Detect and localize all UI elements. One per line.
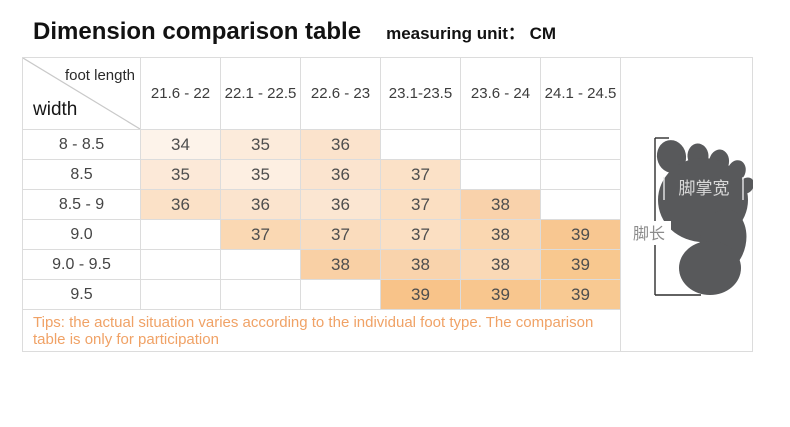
foot-diagram-cell: 脚掌宽 脚长 [621,58,753,351]
column-header: 23.1-23.5 [381,58,461,130]
size-cell: 36 [141,190,221,220]
empty-cell [221,280,301,310]
empty-cell [301,280,381,310]
column-header: 22.1 - 22.5 [221,58,301,130]
foot-length-bracket [654,137,701,296]
size-cell: 38 [461,220,541,250]
empty-cell [461,160,541,190]
row-label: 9.5 [23,280,141,310]
column-header: 22.6 - 23 [301,58,381,130]
empty-cell [141,280,221,310]
footprint-icon [656,140,753,295]
size-cell: 36 [301,130,381,160]
size-cell: 35 [221,130,301,160]
empty-cell [461,130,541,160]
size-cell: 38 [461,250,541,280]
size-cell: 38 [381,250,461,280]
size-cell: 39 [541,220,621,250]
size-table: foot length width [22,57,753,352]
measuring-unit-label: measuring unit： CM [386,24,557,43]
column-header: 24.1 - 24.5 [541,58,621,130]
empty-cell [541,160,621,190]
size-cell: 37 [221,220,301,250]
size-cell: 39 [381,280,461,310]
header: Dimension comparison table measuring uni… [33,18,556,46]
foot-width-ticks [663,177,744,200]
label-backing [627,221,671,245]
size-cell: 39 [541,250,621,280]
size-cell: 38 [461,190,541,220]
foot-length-label: 脚长 [633,225,665,243]
size-cell: 36 [301,190,381,220]
size-cell: 36 [301,160,381,190]
size-cell: 38 [301,250,381,280]
size-cell: 35 [141,160,221,190]
size-cell: 37 [301,220,381,250]
size-cell: 37 [381,220,461,250]
tips-row: Tips: the actual situation varies accord… [23,310,621,351]
row-label: 8.5 [23,160,141,190]
corner-cell: foot length width [23,58,141,130]
corner-label-foot-length: foot length [64,67,135,84]
row-label: 9.0 [23,220,141,250]
size-cell: 37 [381,190,461,220]
empty-cell [381,130,461,160]
empty-cell [541,130,621,160]
size-cell: 39 [541,280,621,310]
foot-width-label: 脚掌宽 [679,179,730,198]
footprint-diagram: 脚掌宽 脚长 [627,137,753,296]
tips-text: Tips: the actual situation varies accord… [33,313,594,348]
empty-cell [141,250,221,280]
row-label: 8 - 8.5 [23,130,141,160]
size-cell: 36 [221,190,301,220]
row-label: 8.5 - 9 [23,190,141,220]
column-header: 21.6 - 22 [141,58,221,130]
empty-cell [221,250,301,280]
diagonal-divider [23,58,140,129]
size-cell: 39 [461,280,541,310]
column-header: 23.6 - 24 [461,58,541,130]
size-cell: 35 [221,160,301,190]
row-label: 9.0 - 9.5 [23,250,141,280]
empty-cell [141,220,221,250]
size-cell: 34 [141,130,221,160]
page-title: Dimension comparison table [33,18,362,45]
size-cell: 37 [381,160,461,190]
empty-cell [541,190,621,220]
corner-label-width: width [33,99,78,120]
